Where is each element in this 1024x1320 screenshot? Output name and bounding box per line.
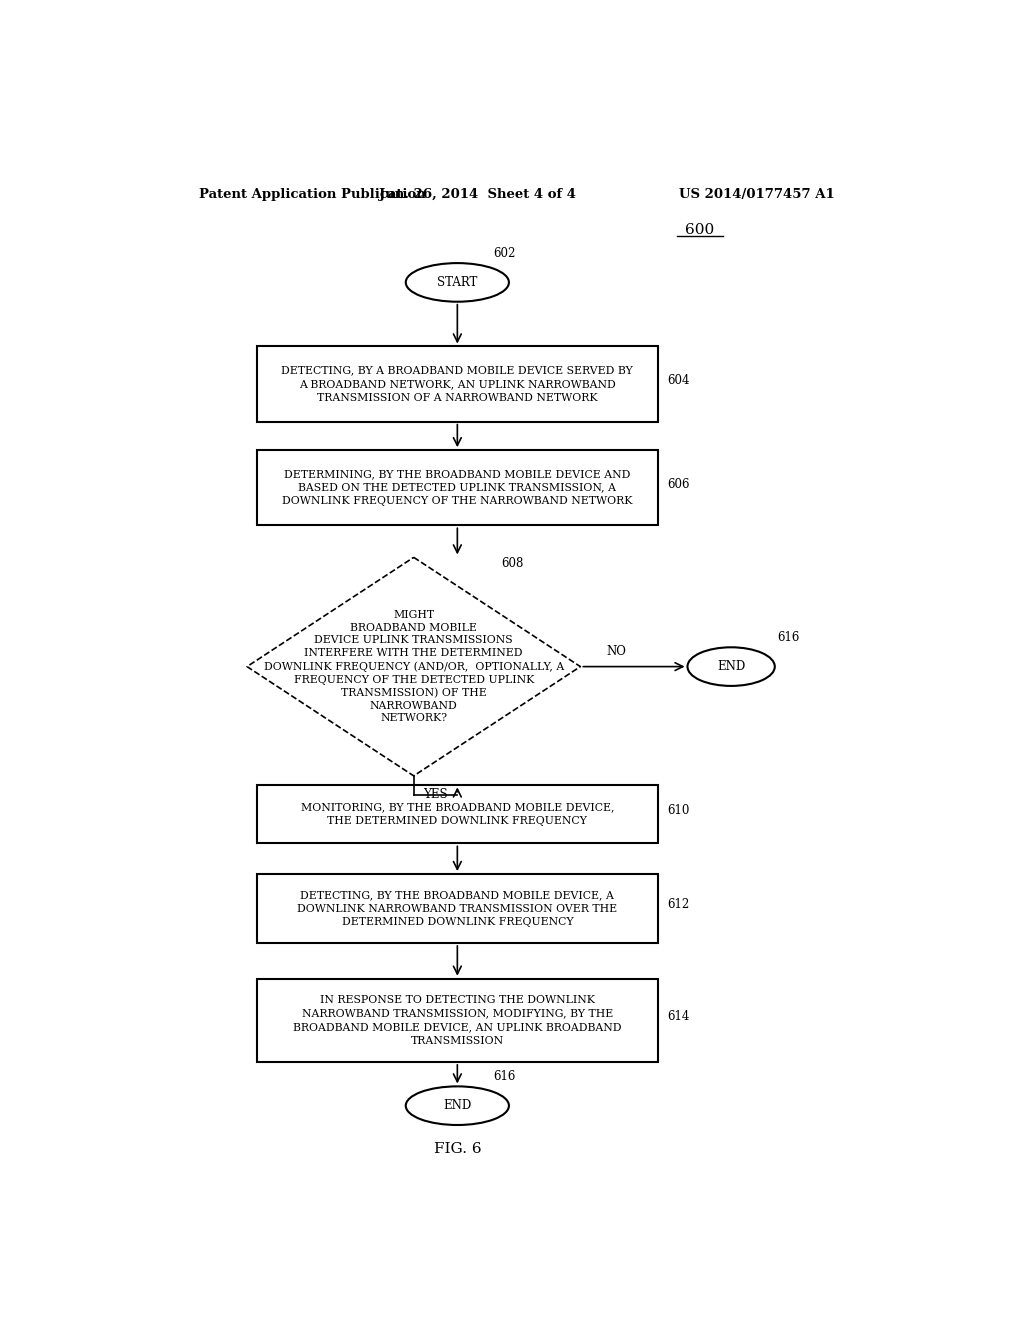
Text: FIG. 6: FIG. 6: [433, 1142, 481, 1156]
Text: Jun. 26, 2014  Sheet 4 of 4: Jun. 26, 2014 Sheet 4 of 4: [379, 189, 575, 202]
Text: END: END: [717, 660, 745, 673]
Text: MONITORING, BY THE BROADBAND MOBILE DEVICE,
THE DETERMINED DOWNLINK FREQUENCY: MONITORING, BY THE BROADBAND MOBILE DEVI…: [301, 803, 614, 826]
Text: DETECTING, BY THE BROADBAND MOBILE DEVICE, A
DOWNLINK NARROWBAND TRANSMISSION OV: DETECTING, BY THE BROADBAND MOBILE DEVIC…: [297, 890, 617, 927]
Bar: [257, 978, 657, 1063]
Text: 604: 604: [668, 374, 690, 387]
Bar: [257, 346, 657, 421]
Bar: [257, 874, 657, 942]
Text: MIGHT
BROADBAND MOBILE
DEVICE UPLINK TRANSMISSIONS
INTERFERE WITH THE DETERMINED: MIGHT BROADBAND MOBILE DEVICE UPLINK TRA…: [263, 610, 564, 723]
Text: END: END: [443, 1100, 471, 1113]
Text: NO: NO: [606, 645, 627, 657]
Bar: [257, 450, 657, 525]
Text: 616: 616: [777, 631, 800, 644]
Text: START: START: [437, 276, 477, 289]
Text: US 2014/0177457 A1: US 2014/0177457 A1: [679, 189, 835, 202]
Text: Patent Application Publication: Patent Application Publication: [200, 189, 426, 202]
Text: 612: 612: [668, 899, 690, 911]
Bar: [257, 784, 657, 843]
Text: 610: 610: [668, 804, 690, 817]
Text: 606: 606: [668, 478, 690, 491]
Text: YES: YES: [423, 788, 447, 801]
Text: IN RESPONSE TO DETECTING THE DOWNLINK
NARROWBAND TRANSMISSION, MODIFYING, BY THE: IN RESPONSE TO DETECTING THE DOWNLINK NA…: [293, 995, 622, 1045]
Text: 608: 608: [501, 557, 523, 570]
Text: 600: 600: [685, 223, 714, 236]
Text: 614: 614: [668, 1010, 690, 1023]
Text: DETERMINING, BY THE BROADBAND MOBILE DEVICE AND
BASED ON THE DETECTED UPLINK TRA: DETERMINING, BY THE BROADBAND MOBILE DEV…: [282, 469, 633, 507]
Text: DETECTING, BY A BROADBAND MOBILE DEVICE SERVED BY
A BROADBAND NETWORK, AN UPLINK: DETECTING, BY A BROADBAND MOBILE DEVICE …: [282, 366, 633, 403]
Text: 616: 616: [494, 1071, 515, 1084]
Text: 602: 602: [494, 247, 515, 260]
